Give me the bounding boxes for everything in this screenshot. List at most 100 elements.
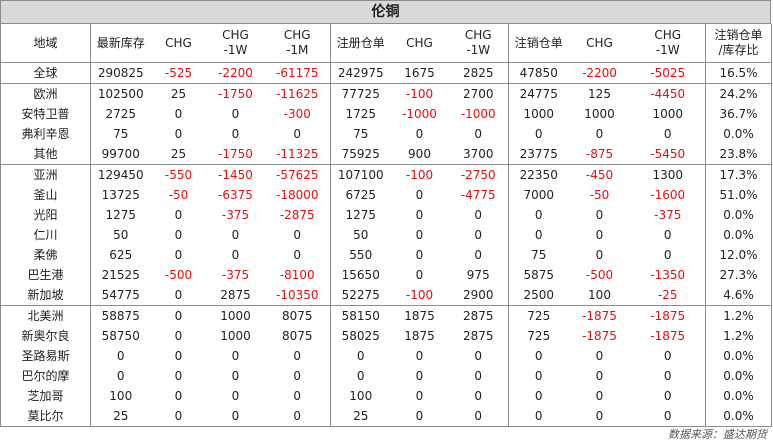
table-cell: 0 bbox=[534, 349, 543, 363]
table-cell: -100 bbox=[390, 164, 449, 185]
table-cell: 75 bbox=[531, 248, 547, 262]
table-cell: 0 bbox=[231, 248, 240, 262]
table-cell: -1000 bbox=[448, 104, 509, 124]
column-header: CHG -1W bbox=[206, 24, 265, 63]
table-cell: 1275 bbox=[345, 208, 377, 222]
column-header: 注销仓单 bbox=[508, 24, 569, 63]
table-cell: 0 bbox=[630, 245, 706, 265]
table-cell: 0 bbox=[595, 228, 604, 242]
table-cell: 0 bbox=[595, 248, 604, 262]
row-label: 其他 bbox=[0, 144, 91, 165]
table-row: 芝加哥 100 0 0 0 100 0 0 0 0 0 0.0% bbox=[0, 386, 772, 406]
table-cell: 0 bbox=[231, 349, 240, 363]
table-cell: 17.3% bbox=[705, 164, 772, 185]
table-cell: 100 bbox=[349, 389, 373, 403]
row-label: 釜山 bbox=[0, 185, 91, 205]
table-row: 莫比尔 25 0 0 0 25 0 0 0 0 0 0.0% bbox=[0, 406, 772, 427]
table-cell: 0 bbox=[630, 386, 706, 406]
table-cell: 50 bbox=[113, 228, 129, 242]
table-cell: -375 bbox=[221, 208, 250, 222]
table-cell: 0 bbox=[415, 127, 424, 141]
table-cell: 1000 bbox=[206, 305, 265, 326]
table-row: 亚洲 129450 -550 -1450 -57625 107100 -100 -2750 22… bbox=[0, 164, 772, 185]
table-cell: 0 bbox=[415, 389, 424, 403]
table-cell: 77725 bbox=[330, 83, 391, 104]
table-cell: -8100 bbox=[264, 265, 331, 285]
table-cell: -10350 bbox=[264, 285, 331, 306]
table-cell: 100 bbox=[109, 389, 133, 403]
table-cell: 0 bbox=[448, 346, 509, 366]
row-label: 巴生港 bbox=[0, 265, 91, 285]
table-cell: 2875 bbox=[220, 288, 251, 302]
table-cell: 0 bbox=[448, 406, 509, 427]
table-cell: 13725 bbox=[101, 188, 140, 202]
table-cell: 2825 bbox=[448, 62, 509, 84]
table-cell: -2200 bbox=[206, 62, 265, 84]
table-row: 圣路易斯 0 0 0 0 0 0 0 0 0 0 0.0% bbox=[0, 346, 772, 366]
table-row: 欧洲 102500 25 -1750 -11625 77725 -100 2700 24775 1… bbox=[0, 83, 772, 104]
table-title: 伦铜 bbox=[0, 0, 771, 24]
table-cell: 0 bbox=[231, 107, 240, 121]
table-cell: 0 bbox=[595, 127, 604, 141]
table-cell: 1000 bbox=[584, 107, 615, 121]
table-cell: -300 bbox=[264, 104, 331, 124]
table-cell: 75 bbox=[353, 127, 369, 141]
table-cell: -500 bbox=[164, 268, 193, 282]
table-cell: 125 bbox=[568, 83, 631, 104]
table-cell: 0 bbox=[116, 349, 125, 363]
table-cell: 0 bbox=[448, 205, 509, 225]
table-cell: 0 bbox=[231, 228, 240, 242]
table-cell: 58750 bbox=[101, 329, 140, 343]
row-label: 欧洲 bbox=[0, 83, 91, 104]
table-cell: 5875 bbox=[523, 268, 555, 282]
table-cell: -6375 bbox=[218, 188, 253, 202]
table-cell: 8075 bbox=[264, 305, 331, 326]
table-cell: 51.0% bbox=[705, 185, 772, 205]
table-row: 光阳 1275 0 -375 -2875 1275 0 0 0 0 -375 0.0% bbox=[0, 205, 772, 225]
table-cell: 0 bbox=[231, 389, 240, 403]
table-cell: 0 bbox=[231, 127, 240, 141]
table-cell: 107100 bbox=[330, 164, 391, 185]
table-cell: 58150 bbox=[330, 305, 391, 326]
data-source-note: 数据来源：盛达期货 bbox=[668, 428, 767, 441]
row-label: 亚洲 bbox=[0, 164, 91, 185]
table-cell: 129450 bbox=[90, 164, 151, 185]
table-cell: 0 bbox=[448, 366, 509, 386]
table-cell: 0 bbox=[448, 124, 509, 144]
table-cell: -100 bbox=[390, 83, 449, 104]
table-cell: 25 bbox=[170, 147, 187, 161]
table-cell: -1875 bbox=[630, 305, 706, 326]
table-cell: 1725 bbox=[345, 107, 377, 121]
table-cell: -1875 bbox=[568, 305, 631, 326]
row-label: 芝加哥 bbox=[0, 386, 91, 406]
table-cell: 1.2% bbox=[705, 326, 772, 346]
table-cell: 0 bbox=[415, 349, 424, 363]
table-cell: 16.5% bbox=[705, 62, 772, 84]
table-row: 仁川 50 0 0 0 50 0 0 0 0 0 0.0% bbox=[0, 225, 772, 245]
table-row: 弗利辛恩 75 0 0 0 75 0 0 0 0 0 0.0% bbox=[0, 124, 772, 144]
table-cell: -11625 bbox=[264, 83, 331, 104]
table-cell: 25 bbox=[330, 406, 391, 427]
table-cell: -4450 bbox=[630, 83, 706, 104]
table-cell: -500 bbox=[585, 268, 614, 282]
table-cell: 15650 bbox=[341, 268, 380, 282]
table-cell: 0.0% bbox=[705, 124, 772, 144]
table-cell: 0 bbox=[595, 208, 604, 222]
table-cell: 0 bbox=[415, 369, 424, 383]
table-row: 新奥尔良 58750 0 1000 8075 58025 1875 2875 725 -1875-… bbox=[0, 326, 772, 346]
table-cell: 0 bbox=[174, 369, 183, 383]
table-cell: 0 bbox=[174, 107, 183, 121]
table-cell: 0 bbox=[595, 369, 604, 383]
table-cell: 1000 bbox=[523, 107, 555, 121]
table-cell: -1750 bbox=[206, 83, 265, 104]
table-cell: -61175 bbox=[264, 62, 331, 84]
table-cell: 625 bbox=[109, 248, 133, 262]
row-label: 新加坡 bbox=[0, 285, 91, 306]
table-cell: -2200 bbox=[568, 62, 631, 84]
table-cell: 54775 bbox=[101, 288, 140, 302]
table-cell: -2875 bbox=[264, 205, 331, 225]
column-header: 最新库存 bbox=[90, 24, 151, 63]
table-cell: 0 bbox=[448, 386, 509, 406]
table-cell: 550 bbox=[349, 248, 373, 262]
table-cell: 23775 bbox=[519, 147, 558, 161]
